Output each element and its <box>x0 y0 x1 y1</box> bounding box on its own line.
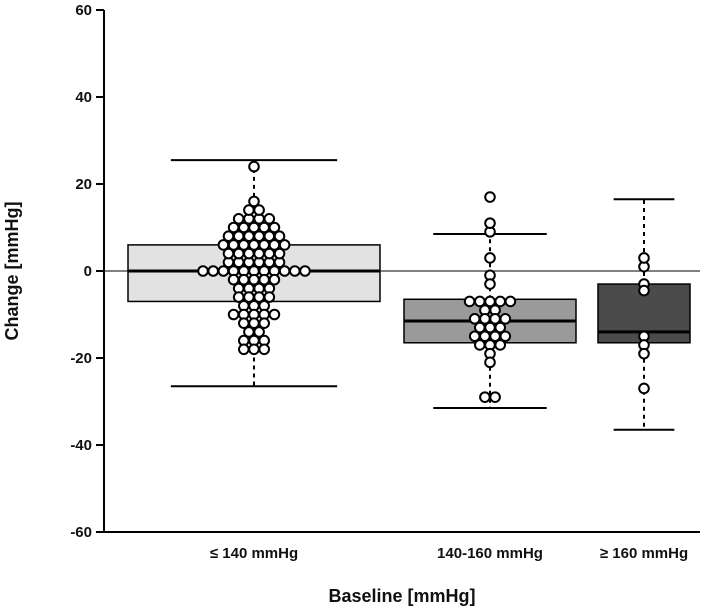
data-point <box>504 295 517 308</box>
data-point <box>248 343 260 356</box>
data-point <box>238 343 250 356</box>
data-point <box>484 278 496 290</box>
boxes-layer <box>127 159 691 431</box>
points-layer <box>197 160 650 403</box>
data-point <box>484 191 496 203</box>
data-point <box>258 343 271 356</box>
data-point <box>232 213 245 225</box>
data-point <box>263 213 276 225</box>
data-point <box>268 273 281 286</box>
data-point <box>273 247 286 260</box>
data-point <box>499 330 512 343</box>
y-tick-label: -20 <box>70 350 92 367</box>
data-point <box>499 313 512 325</box>
data-point <box>484 252 496 264</box>
data-point <box>268 308 281 321</box>
x-category-label: 140-160 mmHg <box>437 545 543 562</box>
x-category-label: ≤ 140 mmHg <box>210 545 298 562</box>
x-category-label: ≥ 160 mmHg <box>600 545 688 562</box>
data-point <box>207 265 219 277</box>
ticks-layer: 60 40 20 0 -20 -40 -60 ≤ 140 mmHg 140-160 mmHg ≥ … <box>70 2 688 562</box>
data-point <box>258 317 271 330</box>
data-point <box>489 391 501 403</box>
data-point <box>268 221 281 234</box>
data-point <box>289 265 301 277</box>
data-point <box>253 326 265 338</box>
data-point <box>494 339 507 351</box>
y-tick-label: 0 <box>84 263 92 280</box>
y-tick-label: -60 <box>70 524 92 541</box>
y-axis-title: Change [mmHg] <box>2 202 22 341</box>
data-point <box>278 239 291 251</box>
data-point <box>638 382 650 395</box>
y-tick-label: 60 <box>75 2 92 19</box>
y-tick-label: 40 <box>75 89 92 106</box>
data-point <box>227 308 240 321</box>
data-point <box>638 347 650 360</box>
data-point <box>248 160 260 173</box>
data-point <box>479 391 491 403</box>
data-point <box>253 204 265 216</box>
data-point <box>638 284 650 297</box>
data-point <box>197 265 209 277</box>
data-point <box>463 295 476 308</box>
x-axis-title: Baseline [mmHg] <box>328 586 475 606</box>
data-point <box>484 356 496 369</box>
data-point <box>474 339 486 351</box>
data-point <box>638 252 650 264</box>
data-point <box>263 291 276 303</box>
y-tick-label: -40 <box>70 437 92 454</box>
data-point <box>494 321 507 334</box>
data-point <box>273 230 286 242</box>
data-point <box>484 217 496 229</box>
data-point <box>248 195 260 208</box>
y-tick-label: 20 <box>75 176 92 193</box>
data-point <box>299 265 311 277</box>
